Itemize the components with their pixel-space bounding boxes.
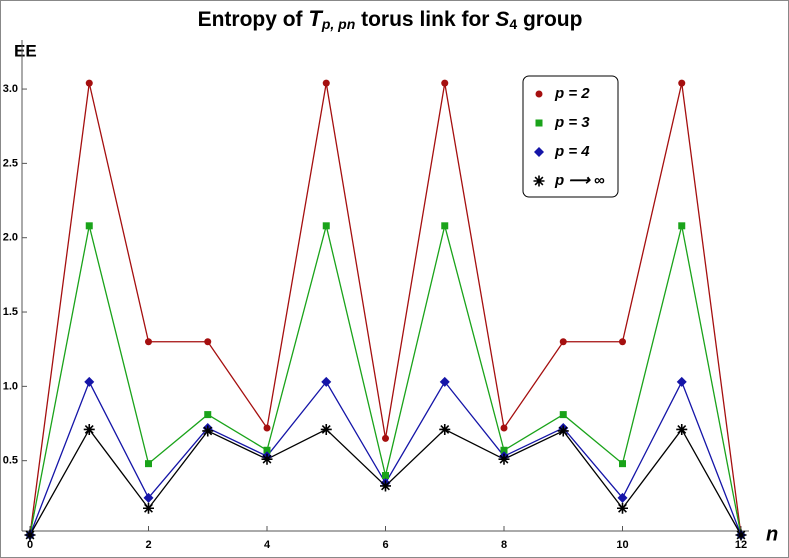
y-axis-label: EE <box>14 41 37 60</box>
x-tick-label: 12 <box>735 539 747 551</box>
title-part: p, pn <box>321 16 355 32</box>
point <box>678 79 686 87</box>
point <box>263 424 271 432</box>
point <box>439 376 450 387</box>
point <box>619 338 626 346</box>
legend-label: p = 2 <box>554 85 590 102</box>
point <box>145 460 152 468</box>
title-part: Entropy of <box>198 8 309 31</box>
point <box>559 338 567 346</box>
y-tick-label: 0.5 <box>3 455 18 467</box>
point <box>382 472 389 480</box>
point <box>382 434 389 442</box>
point <box>204 338 212 346</box>
legend-marker <box>535 119 543 127</box>
point <box>559 411 567 419</box>
legend-marker <box>533 175 545 187</box>
point <box>676 423 688 435</box>
point <box>322 222 330 230</box>
point <box>617 492 628 503</box>
point <box>321 376 332 387</box>
point <box>441 222 449 230</box>
x-tick-label: 0 <box>27 539 33 551</box>
point <box>617 502 628 514</box>
point <box>261 453 273 465</box>
y-tick-label: 3.0 <box>3 83 18 95</box>
x-tick-label: 8 <box>501 539 507 551</box>
title-part: 4 <box>509 16 517 32</box>
x-axis-label: n <box>766 523 778 545</box>
y-tick-label: 2.0 <box>3 232 18 244</box>
point <box>439 423 451 435</box>
point <box>143 492 154 503</box>
point <box>24 529 36 541</box>
point <box>263 446 271 454</box>
point <box>320 423 332 435</box>
x-tick-label: 4 <box>264 539 271 551</box>
y-tick-label: 1.0 <box>3 380 18 392</box>
point <box>500 424 508 432</box>
x-tick-label: 6 <box>382 539 388 551</box>
legend-box <box>522 75 619 198</box>
point <box>202 425 214 437</box>
chart-title: Entropy of Tp, pn torus link for S4 grou… <box>198 6 583 32</box>
point <box>619 460 626 468</box>
x-tick-label: 10 <box>616 539 628 551</box>
point <box>676 376 687 387</box>
point <box>500 446 508 454</box>
legend-label: p ⟶ ∞ <box>554 172 605 189</box>
legend-label: p = 4 <box>554 143 590 160</box>
title-part: group <box>517 8 582 31</box>
point <box>84 376 95 387</box>
point <box>83 423 95 435</box>
point <box>678 222 686 230</box>
point <box>145 338 152 346</box>
legend-marker <box>535 90 543 98</box>
point <box>322 79 330 87</box>
point <box>557 425 569 437</box>
legend-marker <box>534 147 544 157</box>
point <box>143 502 154 514</box>
title-part: torus link for <box>355 8 495 31</box>
legend-label: p = 3 <box>554 114 590 131</box>
point <box>85 79 93 87</box>
point <box>441 79 449 87</box>
point <box>204 411 212 419</box>
point <box>380 480 391 492</box>
point <box>498 453 510 465</box>
point <box>735 529 747 541</box>
title-part: T <box>308 6 323 31</box>
x-tick-label: 2 <box>145 539 151 551</box>
point <box>85 222 93 230</box>
title-part: S <box>495 8 509 31</box>
y-tick-label: 1.5 <box>3 306 18 318</box>
y-tick-label: 2.5 <box>3 157 18 169</box>
